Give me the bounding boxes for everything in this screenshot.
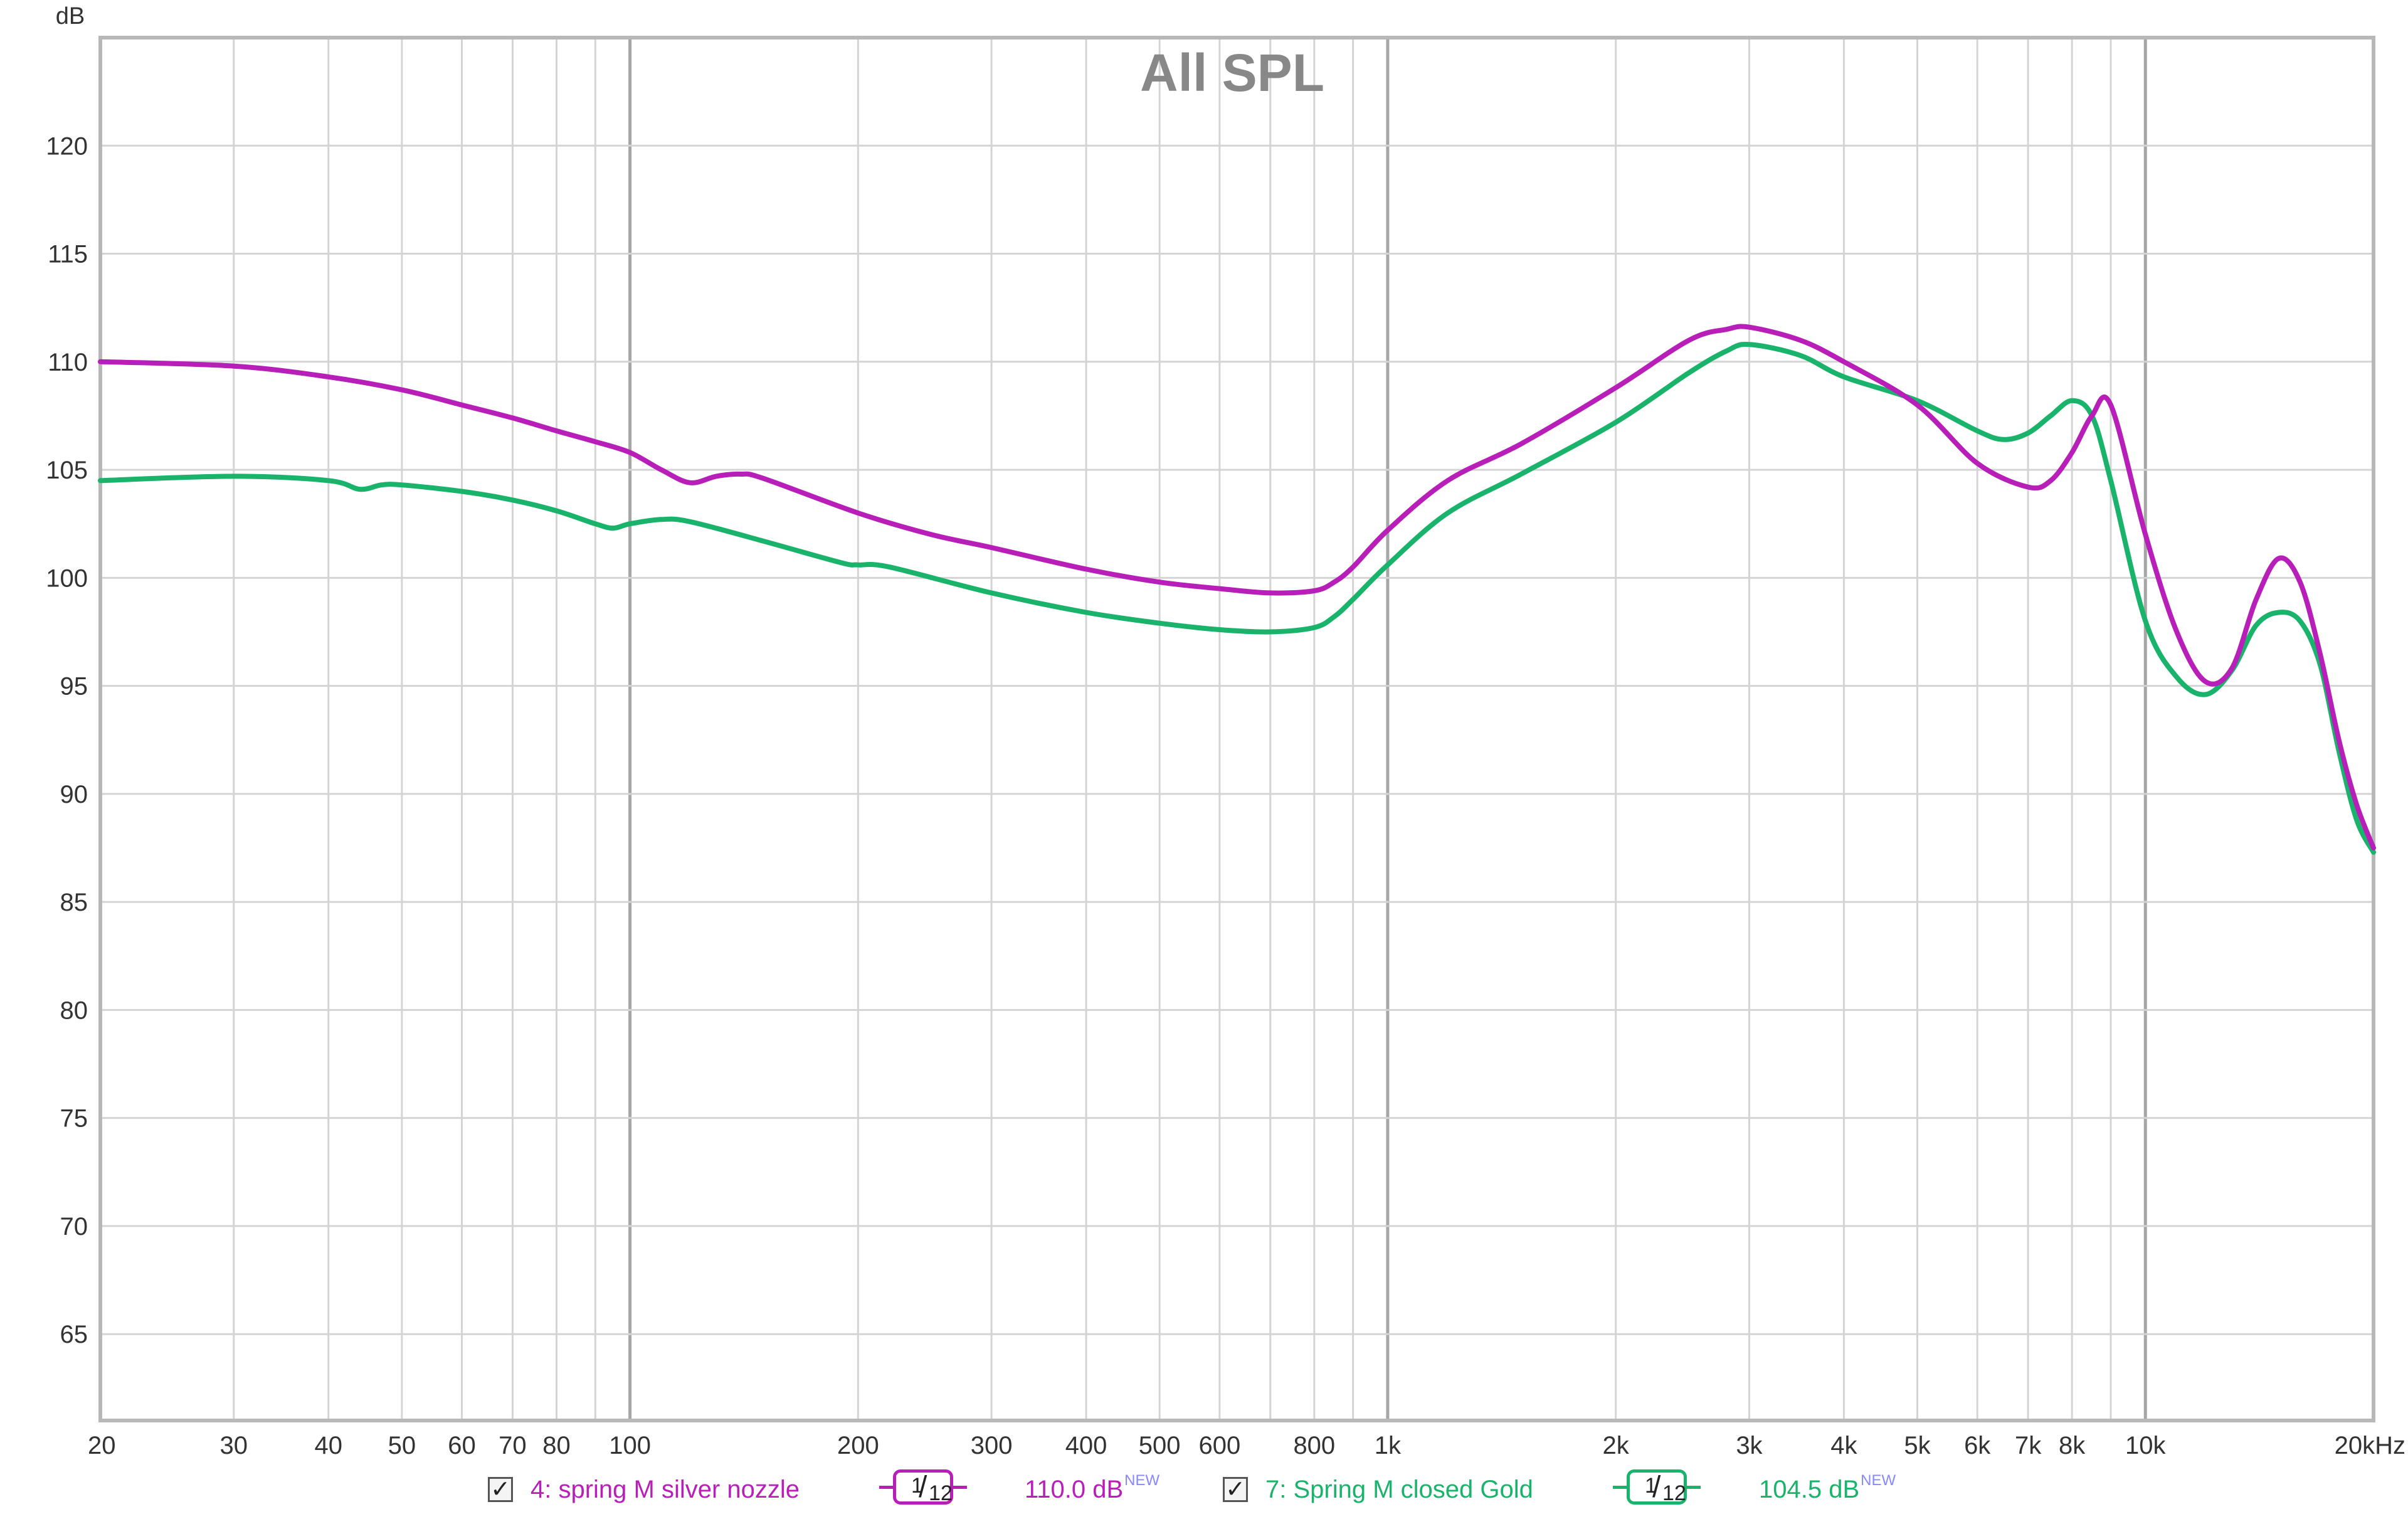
x-tick-label: 300: [971, 1432, 1013, 1459]
x-tick-label: 70: [499, 1432, 527, 1459]
new-badge: NEW: [1861, 1472, 1896, 1489]
smoothing-denominator: 12: [929, 1481, 953, 1505]
x-tick-label: 8k: [2059, 1432, 2086, 1459]
legend-item-silver-nozzle: ✓ 4: spring M silver nozzle: [488, 1464, 800, 1515]
legend-item-closed-gold: ✓ 7: Spring M closed Gold: [1223, 1464, 1533, 1515]
y-tick-label: 100: [46, 564, 88, 592]
smoothing-numerator: 1: [911, 1474, 923, 1498]
new-badge: NEW: [1124, 1472, 1160, 1489]
series-layer: [98, 324, 2376, 855]
plot-area: [100, 38, 2374, 1421]
x-tick-labels: 20 30 40 50 60 70 80 100 200 300 400 500 600 800 1k 2k 3…: [88, 1432, 2405, 1459]
y-tick-label: 75: [60, 1105, 88, 1133]
x-tick-label: 2k: [1603, 1432, 1630, 1459]
y-tick-label: 70: [60, 1213, 88, 1241]
y-axis-label: dB: [56, 3, 85, 29]
level-value: 104.5 dB: [1759, 1475, 1860, 1503]
y-tick-label: 80: [60, 997, 88, 1024]
y-tick-label: 65: [60, 1321, 88, 1348]
level-readout-silver-nozzle[interactable]: 110.0 dB NEW: [1025, 1464, 1159, 1515]
y-tick-label: 110: [48, 349, 88, 376]
x-tick-label: 3k: [1736, 1432, 1763, 1459]
y-tick-label: 115: [48, 241, 88, 268]
smoothing-denominator: 12: [1662, 1481, 1686, 1505]
y-tick-label: 95: [60, 673, 88, 701]
x-tick-label: 20kHz: [2335, 1432, 2405, 1459]
smoothing-control-closed-gold[interactable]: 1 / 12: [1613, 1469, 1701, 1505]
x-tick-label: 50: [388, 1432, 416, 1459]
level-readout-closed-gold[interactable]: 104.5 dB NEW: [1759, 1464, 1896, 1515]
x-tick-label: 500: [1139, 1432, 1181, 1459]
x-tick-label: 6k: [1964, 1432, 1991, 1459]
vertical-gridlines: [233, 38, 2147, 1421]
x-tick-label: 600: [1198, 1432, 1240, 1459]
x-tick-label: 5k: [1904, 1432, 1931, 1459]
x-tick-label: 60: [448, 1432, 476, 1459]
smoothing-numerator: 1: [1645, 1474, 1657, 1498]
smoothing-slash: /: [1652, 1471, 1661, 1504]
x-tick-label: 200: [837, 1432, 879, 1459]
legend-label-silver-nozzle[interactable]: 4: spring M silver nozzle: [531, 1475, 800, 1503]
y-tick-labels: 65 70 75 80 85 90 95 100 105 110 115 120: [46, 132, 88, 1348]
x-tick-label: 4k: [1830, 1432, 1857, 1459]
x-tick-label: 10k: [2125, 1432, 2166, 1459]
legend-checkbox-silver-nozzle[interactable]: ✓: [488, 1477, 513, 1502]
x-tick-label: 40: [314, 1432, 342, 1459]
x-tick-label: 100: [609, 1432, 651, 1459]
y-tick-label: 105: [46, 457, 88, 484]
x-tick-label: 80: [542, 1432, 571, 1459]
x-tick-label: 400: [1065, 1432, 1107, 1459]
horizontal-gridlines: [100, 144, 2374, 1335]
x-tick-label: 30: [220, 1432, 248, 1459]
x-tick-label: 800: [1293, 1432, 1335, 1459]
chart-title: All SPL: [1140, 43, 1324, 102]
y-tick-label: 85: [60, 889, 88, 916]
x-tick-label: 1k: [1375, 1432, 1402, 1459]
smoothing-control-silver-nozzle[interactable]: 1 / 12: [879, 1469, 967, 1505]
legend-label-closed-gold[interactable]: 7: Spring M closed Gold: [1265, 1475, 1533, 1503]
series-line-closed-gold: [98, 342, 2376, 855]
x-tick-label: 20: [88, 1432, 116, 1459]
series-line-silver-nozzle: [98, 324, 2376, 850]
x-tick-label: 7k: [2015, 1432, 2042, 1459]
plot-frame: [98, 36, 2375, 1422]
smoothing-slash: /: [919, 1471, 927, 1504]
level-value: 110.0 dB: [1025, 1475, 1124, 1503]
y-tick-label: 120: [46, 132, 88, 160]
legend: ✓ 4: spring M silver nozzle 1 / 12 110.0…: [0, 1464, 2408, 1515]
legend-checkbox-closed-gold[interactable]: ✓: [1223, 1477, 1248, 1502]
y-tick-label: 90: [60, 781, 88, 808]
